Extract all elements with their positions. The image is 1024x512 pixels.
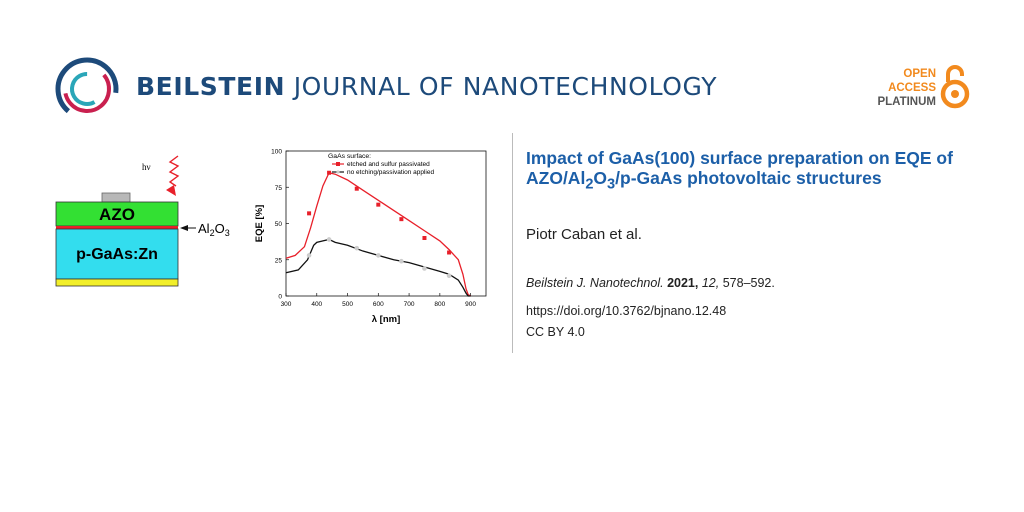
citation-volume: 12,	[701, 276, 720, 290]
open-access-line-3: PLATINUM	[877, 96, 936, 108]
series-marker-1	[447, 250, 452, 255]
series-marker-2	[376, 253, 381, 258]
x-tick-label: 500	[342, 301, 353, 308]
license-text: CC BY 4.0	[526, 325, 585, 339]
legend-title: GaAs surface:	[328, 153, 371, 160]
open-access-badge: OPEN ACCESS PLATINUM	[877, 67, 936, 109]
series-marker-2	[326, 237, 332, 242]
y-tick-label: 25	[275, 257, 283, 264]
chart-series	[285, 170, 471, 297]
citation-pages: 578–592.	[722, 276, 775, 290]
x-tick-label: 600	[373, 301, 384, 308]
chart-axes: 300 400 500 600 700 800 900 0 25 50 75 100 λ [nm] EQE…	[254, 149, 487, 325]
photon-wave-icon	[168, 155, 180, 187]
series-marker-1	[327, 170, 332, 175]
legend-label-2: no etching/passivation applied	[347, 169, 434, 176]
chart-legend: GaAs surface:etched and sulfur passivate…	[328, 153, 434, 176]
series-line-1	[285, 171, 471, 297]
legend-label-1: etched and sulfur passivated	[347, 161, 430, 168]
legend-marker-2	[336, 170, 340, 174]
journal-title-light: JOURNAL OF NANOTECHNOLOGY	[293, 72, 718, 101]
article-authors: Piotr Caban et al.	[526, 226, 642, 243]
azo-layer	[55, 201, 179, 227]
series-marker-2	[399, 258, 404, 264]
series-marker-1	[376, 202, 381, 207]
top-contact	[101, 192, 131, 203]
x-tick-label: 900	[465, 301, 476, 308]
citation-journal: Beilstein J. Nanotechnol.	[526, 276, 664, 290]
x-tick-label: 400	[311, 301, 322, 308]
doi-link[interactable]: https://doi.org/10.3762/bjnano.12.48	[526, 304, 727, 318]
article-title-part-1: Impact of GaAs(100) surface preparation …	[526, 148, 953, 188]
y-axis-label: EQE [%]	[254, 205, 265, 242]
gaas-layer	[55, 228, 179, 280]
y-tick-label: 0	[278, 294, 282, 301]
device-schematic: hν AZO p-GaAs:Zn Al2O3	[55, 155, 230, 287]
series-marker-1	[399, 217, 404, 222]
series-marker-2	[354, 245, 360, 251]
series-line-2	[285, 238, 471, 297]
photon-arrow-icon	[166, 185, 176, 196]
article-citation: Beilstein J. Nanotechnol. 2021, 12, 578–…	[526, 276, 775, 290]
article-title: Impact of GaAs(100) surface preparation …	[526, 148, 976, 195]
vertical-divider	[512, 133, 513, 353]
open-access-lock-icon	[940, 65, 970, 109]
bottom-contact	[55, 278, 179, 287]
series-marker-2	[446, 273, 452, 278]
open-access-line-2: ACCESS	[888, 82, 936, 94]
azo-label: AZO	[99, 205, 135, 224]
open-access-line-1: OPEN	[903, 68, 936, 80]
series-marker-1	[354, 186, 359, 191]
eqe-chart: 300 400 500 600 700 800 900 0 25 50 75 100 λ [nm] EQE…	[254, 149, 487, 325]
x-tick-label: 800	[434, 301, 445, 308]
legend-marker-1	[336, 162, 340, 166]
x-tick-label: 300	[281, 301, 292, 308]
x-axis-label: λ [nm]	[372, 314, 401, 325]
journal-title-bold: BEILSTEIN	[136, 72, 286, 101]
series-marker-1	[422, 236, 427, 240]
citation-year: 2021,	[667, 276, 699, 290]
series-marker-1	[307, 211, 312, 216]
y-tick-label: 100	[271, 149, 282, 156]
al2o3-layer	[56, 226, 178, 229]
series-marker-2	[306, 253, 312, 258]
journal-logo	[55, 57, 119, 121]
y-tick-label: 75	[275, 185, 283, 192]
journal-title: BEILSTEIN JOURNAL OF NANOTECHNOLOGY	[136, 72, 717, 101]
article-title-part-3: /p-GaAs photovoltaic structures	[615, 168, 882, 188]
y-tick-label: 50	[275, 221, 283, 228]
photon-label: hν	[142, 162, 151, 172]
article-title-subscript-1: 2	[585, 176, 594, 193]
x-tick-label: 700	[404, 301, 415, 308]
article-title-subscript-2: 3	[607, 176, 616, 193]
gaas-label: p-GaAs:Zn	[76, 246, 158, 263]
series-marker-2	[422, 266, 427, 271]
article-title-part-2: O	[593, 168, 608, 188]
al2o3-label: Al2O3	[198, 221, 230, 238]
al2o3-arrow-icon	[180, 225, 188, 231]
